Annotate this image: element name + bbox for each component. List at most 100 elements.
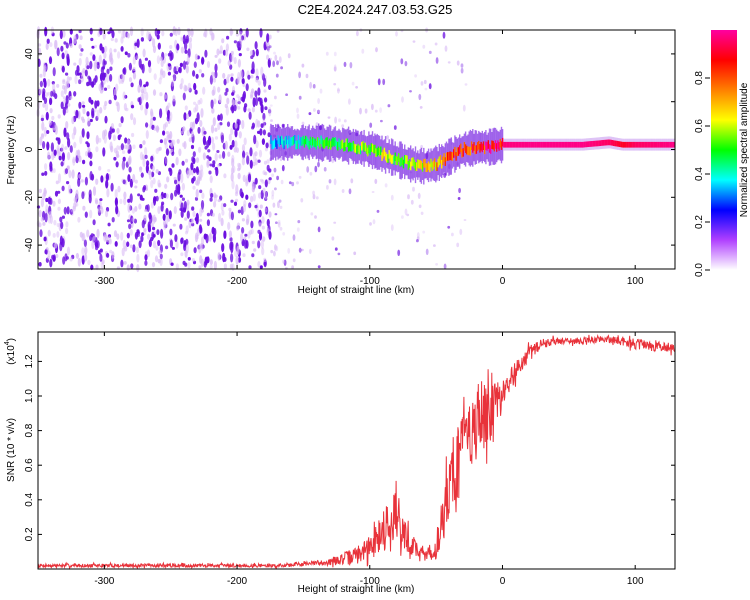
spectrogram-noise-cell xyxy=(282,259,285,264)
spectrogram-noise-cell xyxy=(213,201,217,208)
spectrogram-noise-cell xyxy=(174,234,178,243)
spectrogram-noise-cell xyxy=(174,27,178,37)
spectrogram-noise-cell xyxy=(261,225,265,230)
spectrogram-noise-cell xyxy=(108,238,112,245)
spectrogram-noise-cell xyxy=(155,245,159,251)
spectrogram-noise-cell xyxy=(187,257,191,261)
spectrogram-noise-cell xyxy=(105,173,109,182)
spectrogram-noise-cell xyxy=(425,248,429,255)
spectrogram-track-cell xyxy=(361,142,363,151)
spectrogram-noise-cell xyxy=(245,218,249,226)
spectrogram-noise-cell xyxy=(45,92,49,97)
spectrogram-noise-cell xyxy=(62,96,66,100)
spectrogram-track-cell xyxy=(662,141,664,148)
spectrogram-noise-cell xyxy=(82,205,86,211)
spectrogram-noise-cell xyxy=(84,253,88,262)
spectrogram-noise-cell xyxy=(132,66,136,72)
spectrogram-noise-cell xyxy=(74,75,78,85)
spectrogram-noise-cell xyxy=(184,85,188,92)
spectrogram-noise-cell xyxy=(126,144,130,150)
spectrogram-noise-cell xyxy=(110,123,115,129)
spectrogram-track-cell xyxy=(611,140,614,146)
spectrogram-noise-cell xyxy=(222,72,226,79)
spectrogram-noise-cell xyxy=(92,219,96,226)
spectrogram-noise-cell xyxy=(296,107,299,114)
spectrogram-track-cell xyxy=(316,137,319,146)
spectrogram-track-cell xyxy=(608,139,610,146)
colorbar-tick-label: 0.2 xyxy=(694,215,705,229)
spectrogram-noise-cell xyxy=(40,133,45,138)
spectrogram-noise-cell xyxy=(96,63,100,70)
spectrogram-x-tick-label: 100 xyxy=(627,276,644,287)
spectrogram-noise-cell xyxy=(182,60,187,70)
spectrogram-noise-cell xyxy=(258,192,262,199)
spectrogram-noise-cell xyxy=(109,66,113,71)
spectrogram-noise-cell xyxy=(200,236,205,246)
spectrogram-noise-cell xyxy=(262,187,266,194)
spectrogram-noise-cell xyxy=(91,240,95,250)
spectrogram-noise-cell xyxy=(63,99,67,104)
spectrogram-noise-cell xyxy=(181,197,185,201)
spectrogram-track-cell xyxy=(447,152,449,161)
spectrogram-noise-cell xyxy=(337,89,340,92)
spectrogram-noise-cell xyxy=(49,42,53,48)
spectrogram-track-cell xyxy=(445,152,448,162)
snr-x-tick-label: -200 xyxy=(227,576,247,587)
spectrogram-noise-cell xyxy=(192,260,197,265)
spectrogram-track-cell xyxy=(340,140,343,149)
spectrogram-noise-cell xyxy=(157,147,161,152)
spectrogram-noise-cell xyxy=(214,136,219,140)
spectrogram-noise-cell xyxy=(254,90,258,98)
spectrogram-track-cell xyxy=(425,163,427,172)
spectrogram-noise-cell xyxy=(60,221,64,230)
spectrogram-noise-cell xyxy=(142,140,146,145)
spectrogram-noise-cell xyxy=(262,129,266,136)
spectrogram-track-cell xyxy=(275,138,277,147)
spectrogram-track-cell xyxy=(614,140,616,147)
spectrogram-noise-cell xyxy=(80,116,85,121)
spectrogram-noise-cell xyxy=(55,254,59,258)
spectrogram-noise-cell xyxy=(186,130,190,137)
spectrogram-noise-cell xyxy=(188,168,192,176)
spectrogram-noise-cell xyxy=(221,209,225,216)
spectrogram-noise-cell xyxy=(159,108,163,119)
spectrogram-noise-cell xyxy=(132,56,136,65)
spectrogram-noise-cell xyxy=(164,183,168,189)
spectrogram-y-label: Frequency (Hz) xyxy=(6,116,17,185)
spectrogram-cells xyxy=(36,26,676,273)
spectrogram-noise-cell xyxy=(251,183,256,193)
spectrogram-track-cell xyxy=(418,160,420,169)
spectrogram-noise-cell xyxy=(200,200,205,210)
spectrogram-noise-cell xyxy=(260,239,264,249)
spectrogram-track-cell xyxy=(513,141,516,148)
spectrogram-track-cell xyxy=(413,159,415,169)
spectrogram-noise-cell xyxy=(276,60,279,66)
spectrogram-track-cell xyxy=(531,141,534,148)
spectrogram-noise-cell xyxy=(169,239,173,248)
spectrogram-noise-cell xyxy=(197,126,201,134)
spectrogram-track-cell xyxy=(462,148,464,157)
spectrogram-track-cell xyxy=(389,153,392,163)
spectrogram-track-cell xyxy=(653,141,655,148)
spectrogram-noise-cell xyxy=(230,172,234,182)
spectrogram-noise-cell xyxy=(54,242,58,249)
spectrogram-noise-cell xyxy=(57,198,62,205)
spectrogram-track-cell xyxy=(598,140,601,147)
spectrogram-track-cell xyxy=(450,151,452,161)
spectrogram-noise-cell xyxy=(107,236,111,244)
spectrogram-noise-cell xyxy=(209,75,213,85)
spectrogram-noise-cell xyxy=(249,229,253,235)
spectrogram-noise-cell xyxy=(235,255,239,266)
colorbar-tick-label: 0.8 xyxy=(694,71,705,85)
spectrogram-noise-cell xyxy=(178,148,182,157)
spectrogram-track-cell xyxy=(375,148,377,157)
spectrogram-noise-cell xyxy=(79,135,83,145)
spectrogram-noise-cell xyxy=(212,142,216,151)
spectrogram-noise-cell xyxy=(203,32,207,38)
spectrogram-track-cell xyxy=(406,155,408,165)
spectrogram-track-cell xyxy=(402,159,405,169)
spectrogram-noise-cell xyxy=(111,251,115,259)
spectrogram-track-cell xyxy=(497,140,499,149)
spectrogram-noise-cell xyxy=(69,145,73,153)
spectrogram-track-cell xyxy=(519,141,522,148)
